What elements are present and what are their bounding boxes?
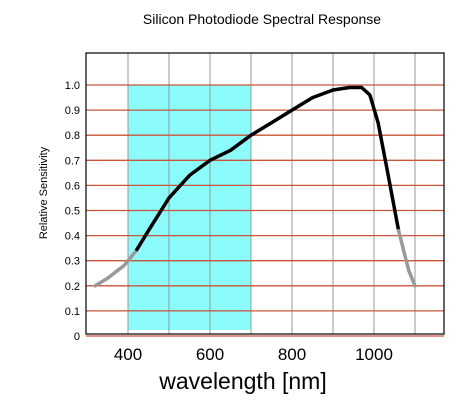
horizontal-gridlines: [86, 84, 444, 337]
y-tick-label: 0.2: [65, 281, 80, 293]
y-tick-label: 0.9: [65, 105, 80, 117]
visible-band: [128, 85, 251, 330]
y-tick-labels: 0 0.1 0.2 0.3 0.4 0.5 0.6 0.7 0.8 0.9 1.0: [65, 80, 80, 343]
chart-title: Silicon Photodiode Spectral Response: [143, 11, 381, 27]
y-tick-label: 0.6: [65, 180, 80, 192]
y-axis-label: Relative Sensitivity: [38, 146, 50, 239]
plot-frame: [85, 52, 445, 335]
y-tick-label: 0.4: [65, 231, 80, 243]
x-tick-label: 1000: [355, 345, 393, 364]
y-tick-label: 0.5: [65, 206, 80, 218]
x-tick-label: 800: [278, 345, 306, 364]
curve-left-tail: [93, 248, 138, 288]
x-axis-label: wavelength [nm]: [158, 368, 326, 394]
y-tick-label: 0.7: [65, 155, 80, 167]
y-tick-label: 0.3: [65, 256, 80, 268]
y-tick-label: 1.0: [65, 80, 80, 92]
response-curve: [93, 85, 417, 288]
x-tick-labels: 400 600 800 1000: [114, 345, 393, 364]
curve-main: [134, 85, 401, 252]
y-tick-label: 0.8: [65, 130, 80, 142]
x-tick-label: 400: [114, 345, 142, 364]
y-tick-label: 0: [74, 331, 80, 343]
x-tick-label: 600: [196, 345, 224, 364]
curve-right-tail: [396, 228, 417, 288]
vertical-gridlines: [127, 53, 416, 334]
y-tick-label: 0.1: [65, 306, 80, 318]
